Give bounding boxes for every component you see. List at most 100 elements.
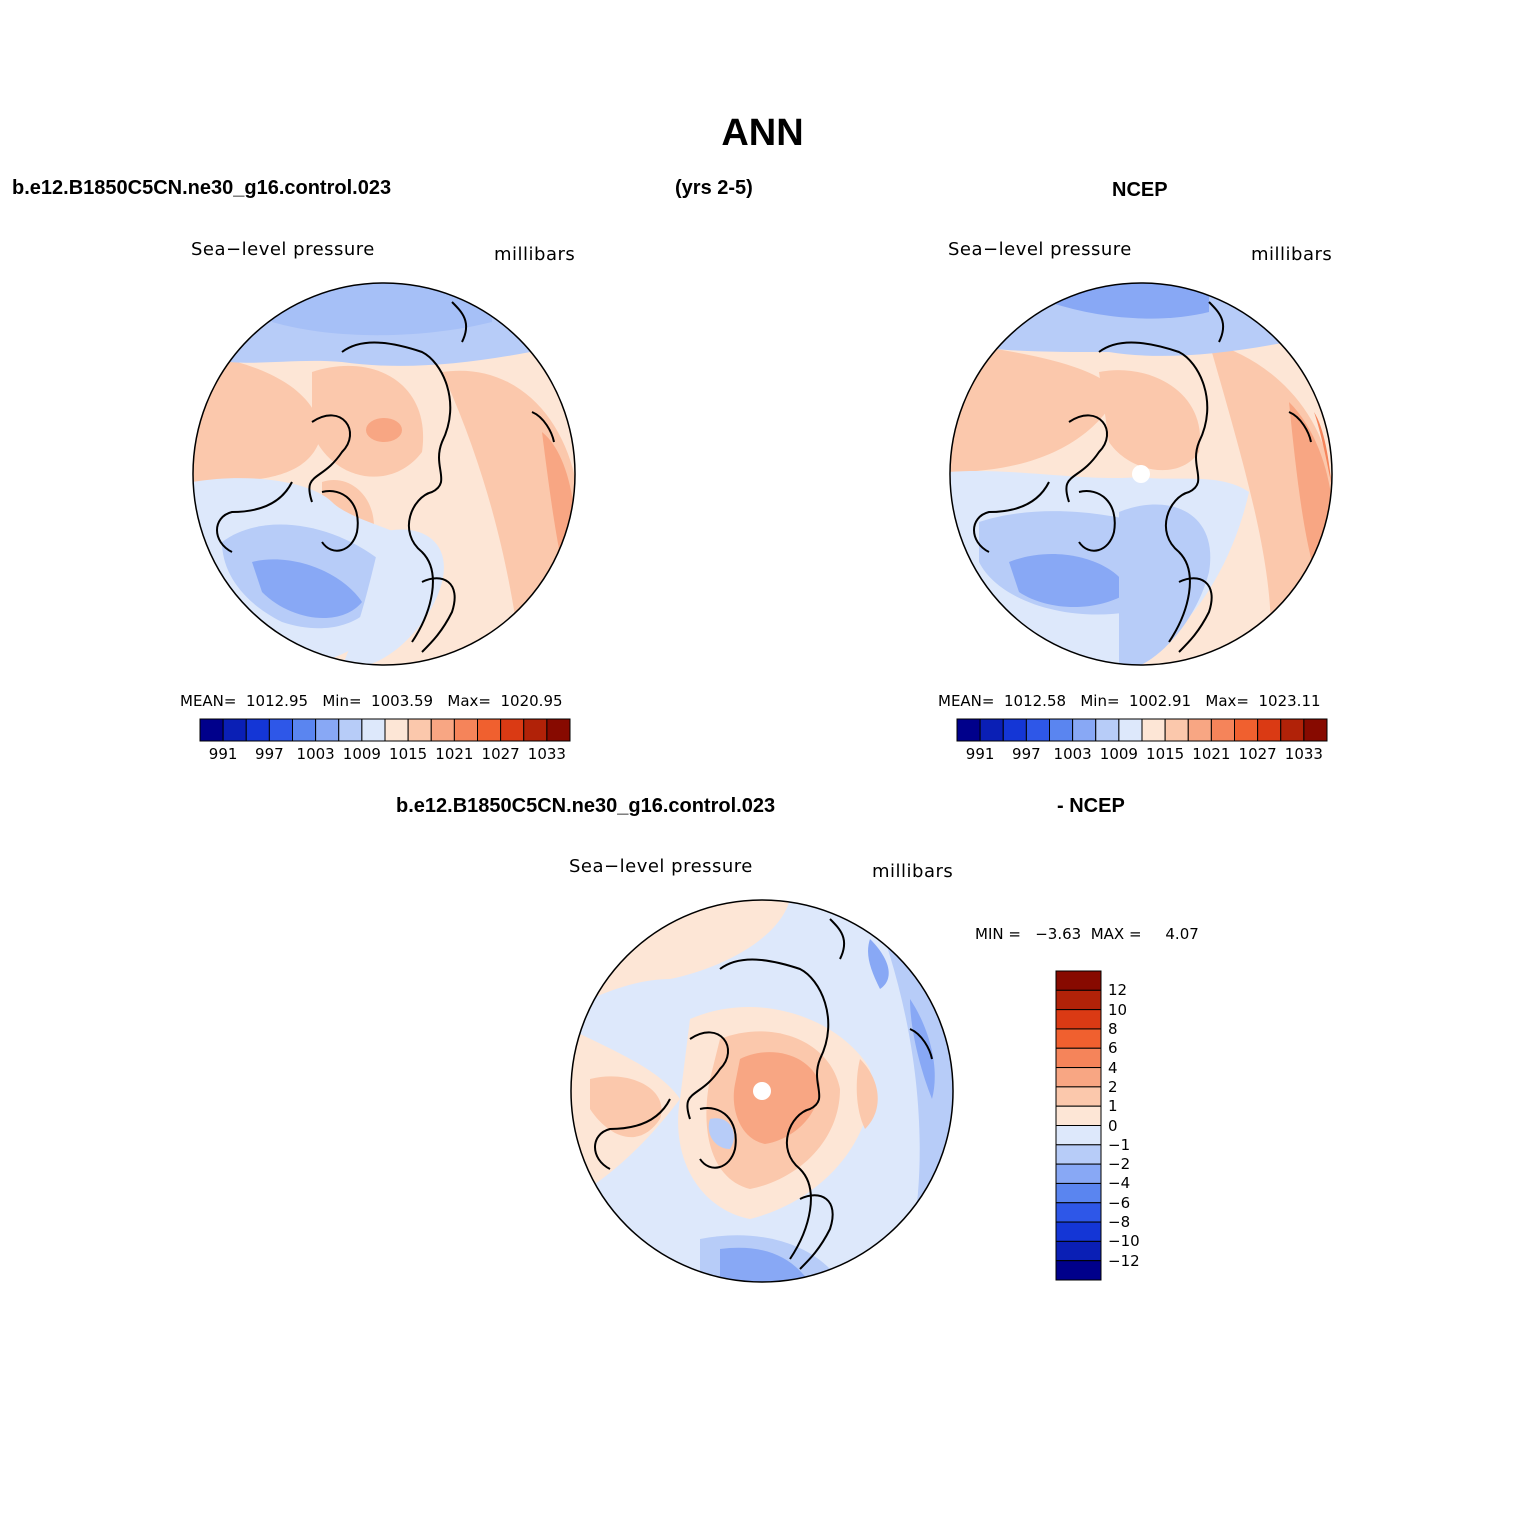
- colorbar-tick-label: −12: [1108, 1251, 1140, 1270]
- colorbar-swatch: [407, 718, 432, 742]
- colorbar-swatch: [1055, 1240, 1102, 1262]
- colorbar-tick-label: −4: [1108, 1174, 1131, 1193]
- obs-polar-map: [949, 282, 1333, 666]
- diff-stats: MIN = −3.63 MAX = 4.07: [975, 925, 1199, 943]
- obs-colorbar: [956, 718, 1328, 742]
- model-polar-map: [192, 282, 576, 666]
- colorbar-tick-label: −6: [1108, 1193, 1131, 1212]
- colorbar-swatch: [1234, 718, 1259, 742]
- colorbar-swatch: [1055, 1182, 1102, 1204]
- model-variable-label: Sea−level pressure: [191, 239, 375, 260]
- diff-units-label: millibars: [872, 861, 954, 882]
- colorbar-swatch: [222, 718, 247, 742]
- colorbar-swatch: [1055, 1202, 1102, 1223]
- colorbar-swatch: [1055, 1125, 1102, 1146]
- diff-title-right: - NCEP: [1057, 795, 1125, 817]
- colorbar-tick-label: 1015: [1146, 745, 1185, 763]
- diff-title-left: b.e12.B1850C5CN.ne30_g16.control.023: [396, 795, 776, 817]
- colorbar-swatch: [1055, 1086, 1102, 1107]
- colorbar-tick-label: 6: [1108, 1039, 1118, 1058]
- colorbar-tick-label: −10: [1108, 1232, 1140, 1251]
- colorbar-swatch: [1055, 1221, 1102, 1242]
- colorbar-swatch: [1187, 718, 1212, 742]
- colorbar-tick-label: 12: [1108, 981, 1128, 1000]
- colorbar-tick-label: −8: [1108, 1213, 1131, 1232]
- colorbar-tick-label: 991: [965, 745, 995, 763]
- colorbar-swatch: [1118, 718, 1143, 742]
- colorbar-swatch: [477, 718, 502, 742]
- obs-name: NCEP: [1112, 179, 1168, 201]
- colorbar-tick-label: 1021: [1192, 745, 1231, 763]
- colorbar-tick-label: 997: [1012, 745, 1041, 763]
- colorbar-swatch: [1164, 718, 1189, 742]
- colorbar-swatch: [1280, 718, 1305, 742]
- colorbar-tick-label: 997: [255, 745, 284, 763]
- colorbar-tick-label: 8: [1108, 1019, 1118, 1038]
- colorbar-swatch: [1049, 718, 1074, 742]
- obs-variable-label: Sea−level pressure: [948, 239, 1132, 260]
- colorbar-swatch: [1055, 1260, 1102, 1281]
- colorbar-swatch: [245, 718, 270, 742]
- colorbar-swatch: [1072, 718, 1097, 742]
- colorbar-swatch: [199, 718, 224, 742]
- colorbar-swatch: [338, 718, 363, 742]
- colorbar-tick-label: 0: [1108, 1116, 1118, 1135]
- colorbar-swatch: [1055, 1144, 1102, 1165]
- colorbar-tick-label: 1027: [481, 745, 520, 763]
- colorbar-tick-label: 1009: [342, 745, 381, 763]
- colorbar-tick-label: 2: [1108, 1077, 1118, 1096]
- colorbar-swatch: [1141, 718, 1166, 742]
- page-title: ANN: [721, 112, 804, 154]
- diff-colorbar: [1055, 970, 1102, 1281]
- colorbar-swatch: [1055, 1028, 1102, 1049]
- diff-variable-label: Sea−level pressure: [569, 856, 753, 877]
- colorbar-swatch: [384, 718, 409, 742]
- colorbar-swatch: [1002, 718, 1027, 742]
- colorbar-tick-label: 1033: [527, 745, 566, 763]
- colorbar-swatch: [1055, 970, 1102, 991]
- colorbar-swatch: [956, 718, 981, 742]
- colorbar-swatch: [1095, 718, 1120, 742]
- colorbar-swatch: [1257, 718, 1282, 742]
- colorbar-tick-label: 4: [1108, 1058, 1118, 1077]
- colorbar-tick-label: 1033: [1284, 745, 1323, 763]
- diff-polar-map: [570, 899, 954, 1283]
- colorbar-tick-label: 1015: [389, 745, 428, 763]
- case-name: b.e12.B1850C5CN.ne30_g16.control.023: [12, 177, 392, 199]
- colorbar-swatch: [1055, 1067, 1102, 1088]
- colorbar-swatch: [1055, 1009, 1102, 1030]
- colorbar-tick-label: 10: [1108, 1000, 1128, 1019]
- colorbar-tick-label: 1021: [435, 745, 474, 763]
- colorbar-swatch: [430, 718, 455, 742]
- colorbar-swatch: [1210, 718, 1235, 742]
- colorbar-swatch: [268, 718, 293, 742]
- obs-stats: MEAN= 1012.58 Min= 1002.91 Max= 1023.11: [938, 692, 1321, 710]
- model-colorbar: [199, 718, 571, 742]
- colorbar-tick-label: 1003: [296, 745, 335, 763]
- colorbar-swatch: [1303, 718, 1328, 742]
- colorbar-swatch: [500, 718, 525, 742]
- colorbar-swatch: [979, 718, 1004, 742]
- colorbar-swatch: [1055, 1105, 1102, 1126]
- colorbar-tick-label: 1: [1108, 1097, 1118, 1116]
- colorbar-tick-label: 1009: [1099, 745, 1138, 763]
- colorbar-tick-label: 1027: [1238, 745, 1277, 763]
- colorbar-swatch: [1055, 1163, 1102, 1184]
- colorbar-swatch: [1055, 1047, 1102, 1069]
- colorbar-swatch: [523, 718, 548, 742]
- colorbar-tick-label: −2: [1108, 1155, 1131, 1174]
- model-stats: MEAN= 1012.95 Min= 1003.59 Max= 1020.95: [180, 692, 563, 710]
- model-units-label: millibars: [494, 244, 576, 265]
- years-label: (yrs 2-5): [675, 177, 753, 199]
- colorbar-swatch: [1025, 718, 1050, 742]
- colorbar-swatch: [315, 718, 340, 742]
- colorbar-swatch: [1055, 989, 1102, 1011]
- colorbar-swatch: [361, 718, 386, 742]
- colorbar-tick-label: −1: [1108, 1135, 1131, 1154]
- obs-units-label: millibars: [1251, 244, 1333, 265]
- colorbar-swatch: [453, 718, 478, 742]
- colorbar-swatch: [292, 718, 317, 742]
- colorbar-swatch: [546, 718, 571, 742]
- colorbar-tick-label: 991: [208, 745, 238, 763]
- colorbar-tick-label: 1003: [1053, 745, 1092, 763]
